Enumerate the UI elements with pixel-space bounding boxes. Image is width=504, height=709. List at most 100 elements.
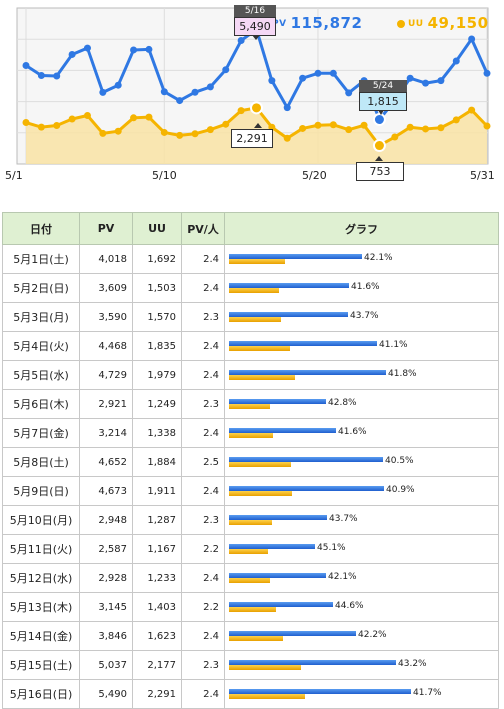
- bar-percent-label: 43.7%: [329, 514, 358, 524]
- cell-uu: 1,884: [132, 447, 182, 477]
- bar-pv: [229, 660, 396, 665]
- uu-point: [237, 107, 245, 115]
- bar-group: [229, 602, 333, 612]
- x-tick-label: 5/20: [302, 169, 327, 182]
- cell-uu: 1,338: [132, 418, 182, 448]
- cell-uu: 1,287: [132, 505, 182, 535]
- uu-point: [391, 133, 399, 141]
- uu-point: [468, 106, 476, 114]
- uu-point: [53, 122, 61, 130]
- bar-group: [229, 428, 336, 438]
- legend-pv: PV 115,872: [272, 14, 362, 32]
- bar-uu: [229, 578, 270, 583]
- table-row: 5月2日(日) 3,609 1,503 2.4 41.6%: [2, 273, 499, 303]
- bar-uu: [229, 404, 270, 409]
- x-tick-label: 5/10: [152, 169, 177, 182]
- callout-pv-max-value: 5,490: [239, 20, 271, 33]
- bar-pv: [229, 399, 326, 404]
- bar-pv: [229, 312, 348, 317]
- bar-uu: [229, 694, 305, 699]
- cell-graph: 41.8%: [224, 360, 499, 390]
- uu-point: [222, 120, 230, 128]
- bar-uu: [229, 288, 279, 293]
- cell-pv: 4,729: [79, 360, 133, 390]
- cell-graph: 42.8%: [224, 389, 499, 419]
- pv-point: [437, 77, 445, 85]
- cell-ratio: 2.4: [181, 244, 225, 274]
- cell-uu: 1,503: [132, 273, 182, 303]
- uu-point: [422, 125, 430, 133]
- cell-graph: 41.7%: [224, 679, 499, 709]
- pv-point: [22, 61, 30, 69]
- bar-group: [229, 370, 386, 380]
- cell-date: 5月12日(水): [2, 563, 80, 593]
- legend-uu-total: 49,150: [427, 14, 489, 32]
- callout-pointer: [252, 35, 260, 40]
- bar-pv: [229, 428, 336, 433]
- pv-point: [452, 57, 460, 65]
- uu-point: [114, 127, 122, 135]
- pv-point: [130, 46, 138, 54]
- cell-date: 5月4日(火): [2, 331, 80, 361]
- pv-point: [299, 74, 307, 82]
- table-row: 5月11日(火) 2,587 1,167 2.2 45.1%: [2, 534, 499, 564]
- table-row: 5月16日(日) 5,490 2,291 2.4 41.7%: [2, 679, 499, 709]
- table-body: 5月1日(土) 4,018 1,692 2.4 42.1% 5月2日(日) 3,609 1,5…: [2, 244, 499, 709]
- bar-group: [229, 283, 349, 293]
- pv-point: [222, 66, 230, 74]
- callout-pv-min: 5/24 1,815: [359, 80, 407, 111]
- cell-ratio: 2.2: [181, 534, 225, 564]
- table-row: 5月15日(土) 5,037 2,177 2.3 43.2%: [2, 650, 499, 680]
- bar-pv: [229, 457, 383, 462]
- line-chart: PV 115,872 UU 49,150 5/16 5,490 5/24 1,815…: [0, 0, 504, 190]
- uu-dot-icon: [397, 19, 405, 28]
- cell-ratio: 2.2: [181, 592, 225, 622]
- callout-pointer: [254, 123, 262, 128]
- uu-point: [299, 124, 307, 132]
- bar-pv: [229, 486, 384, 491]
- cell-graph: 42.1%: [224, 563, 499, 593]
- bar-group: [229, 631, 356, 641]
- pv-point: [237, 37, 245, 45]
- uu-point: [160, 128, 168, 136]
- bar-percent-label: 42.8%: [328, 398, 357, 408]
- cell-date: 5月14日(金): [2, 621, 80, 651]
- cell-ratio: 2.5: [181, 447, 225, 477]
- pv-point: [206, 83, 214, 91]
- cell-pv: 4,673: [79, 476, 133, 506]
- bar-uu: [229, 375, 295, 380]
- uu-point: [22, 119, 30, 127]
- cell-ratio: 2.3: [181, 302, 225, 332]
- uu-point: [483, 122, 491, 130]
- bar-uu: [229, 607, 276, 612]
- legend-uu: UU 49,150: [397, 14, 489, 32]
- legend-pv-total: 115,872: [290, 14, 363, 32]
- cell-date: 5月5日(水): [2, 360, 80, 390]
- uu-point: [83, 111, 91, 119]
- cell-uu: 1,979: [132, 360, 182, 390]
- cell-ratio: 2.4: [181, 360, 225, 390]
- bar-uu: [229, 433, 273, 438]
- table-row: 5月7日(金) 3,214 1,338 2.4 41.6%: [2, 418, 499, 448]
- table-row: 5月9日(日) 4,673 1,911 2.4 40.9%: [2, 476, 499, 506]
- pv-point: [191, 88, 199, 96]
- pv-point: [53, 72, 61, 80]
- cell-date: 5月16日(日): [2, 679, 80, 709]
- uu-point: [250, 101, 263, 115]
- cell-graph: 45.1%: [224, 534, 499, 564]
- bar-percent-label: 42.2%: [358, 630, 387, 640]
- pv-point: [176, 97, 184, 105]
- cell-date: 5月7日(金): [2, 418, 80, 448]
- uu-point: [406, 123, 414, 131]
- pv-point: [37, 72, 45, 80]
- pv-point: [268, 77, 276, 85]
- cell-graph: 42.2%: [224, 621, 499, 651]
- cell-date: 5月15日(土): [2, 650, 80, 680]
- cell-ratio: 2.3: [181, 650, 225, 680]
- uu-point: [314, 121, 322, 129]
- uu-point: [372, 139, 386, 153]
- cell-date: 5月10日(月): [2, 505, 80, 535]
- bar-group: [229, 660, 396, 670]
- table-row: 5月3日(月) 3,590 1,570 2.3 43.7%: [2, 302, 499, 332]
- table-row: 5月1日(土) 4,018 1,692 2.4 42.1%: [2, 244, 499, 274]
